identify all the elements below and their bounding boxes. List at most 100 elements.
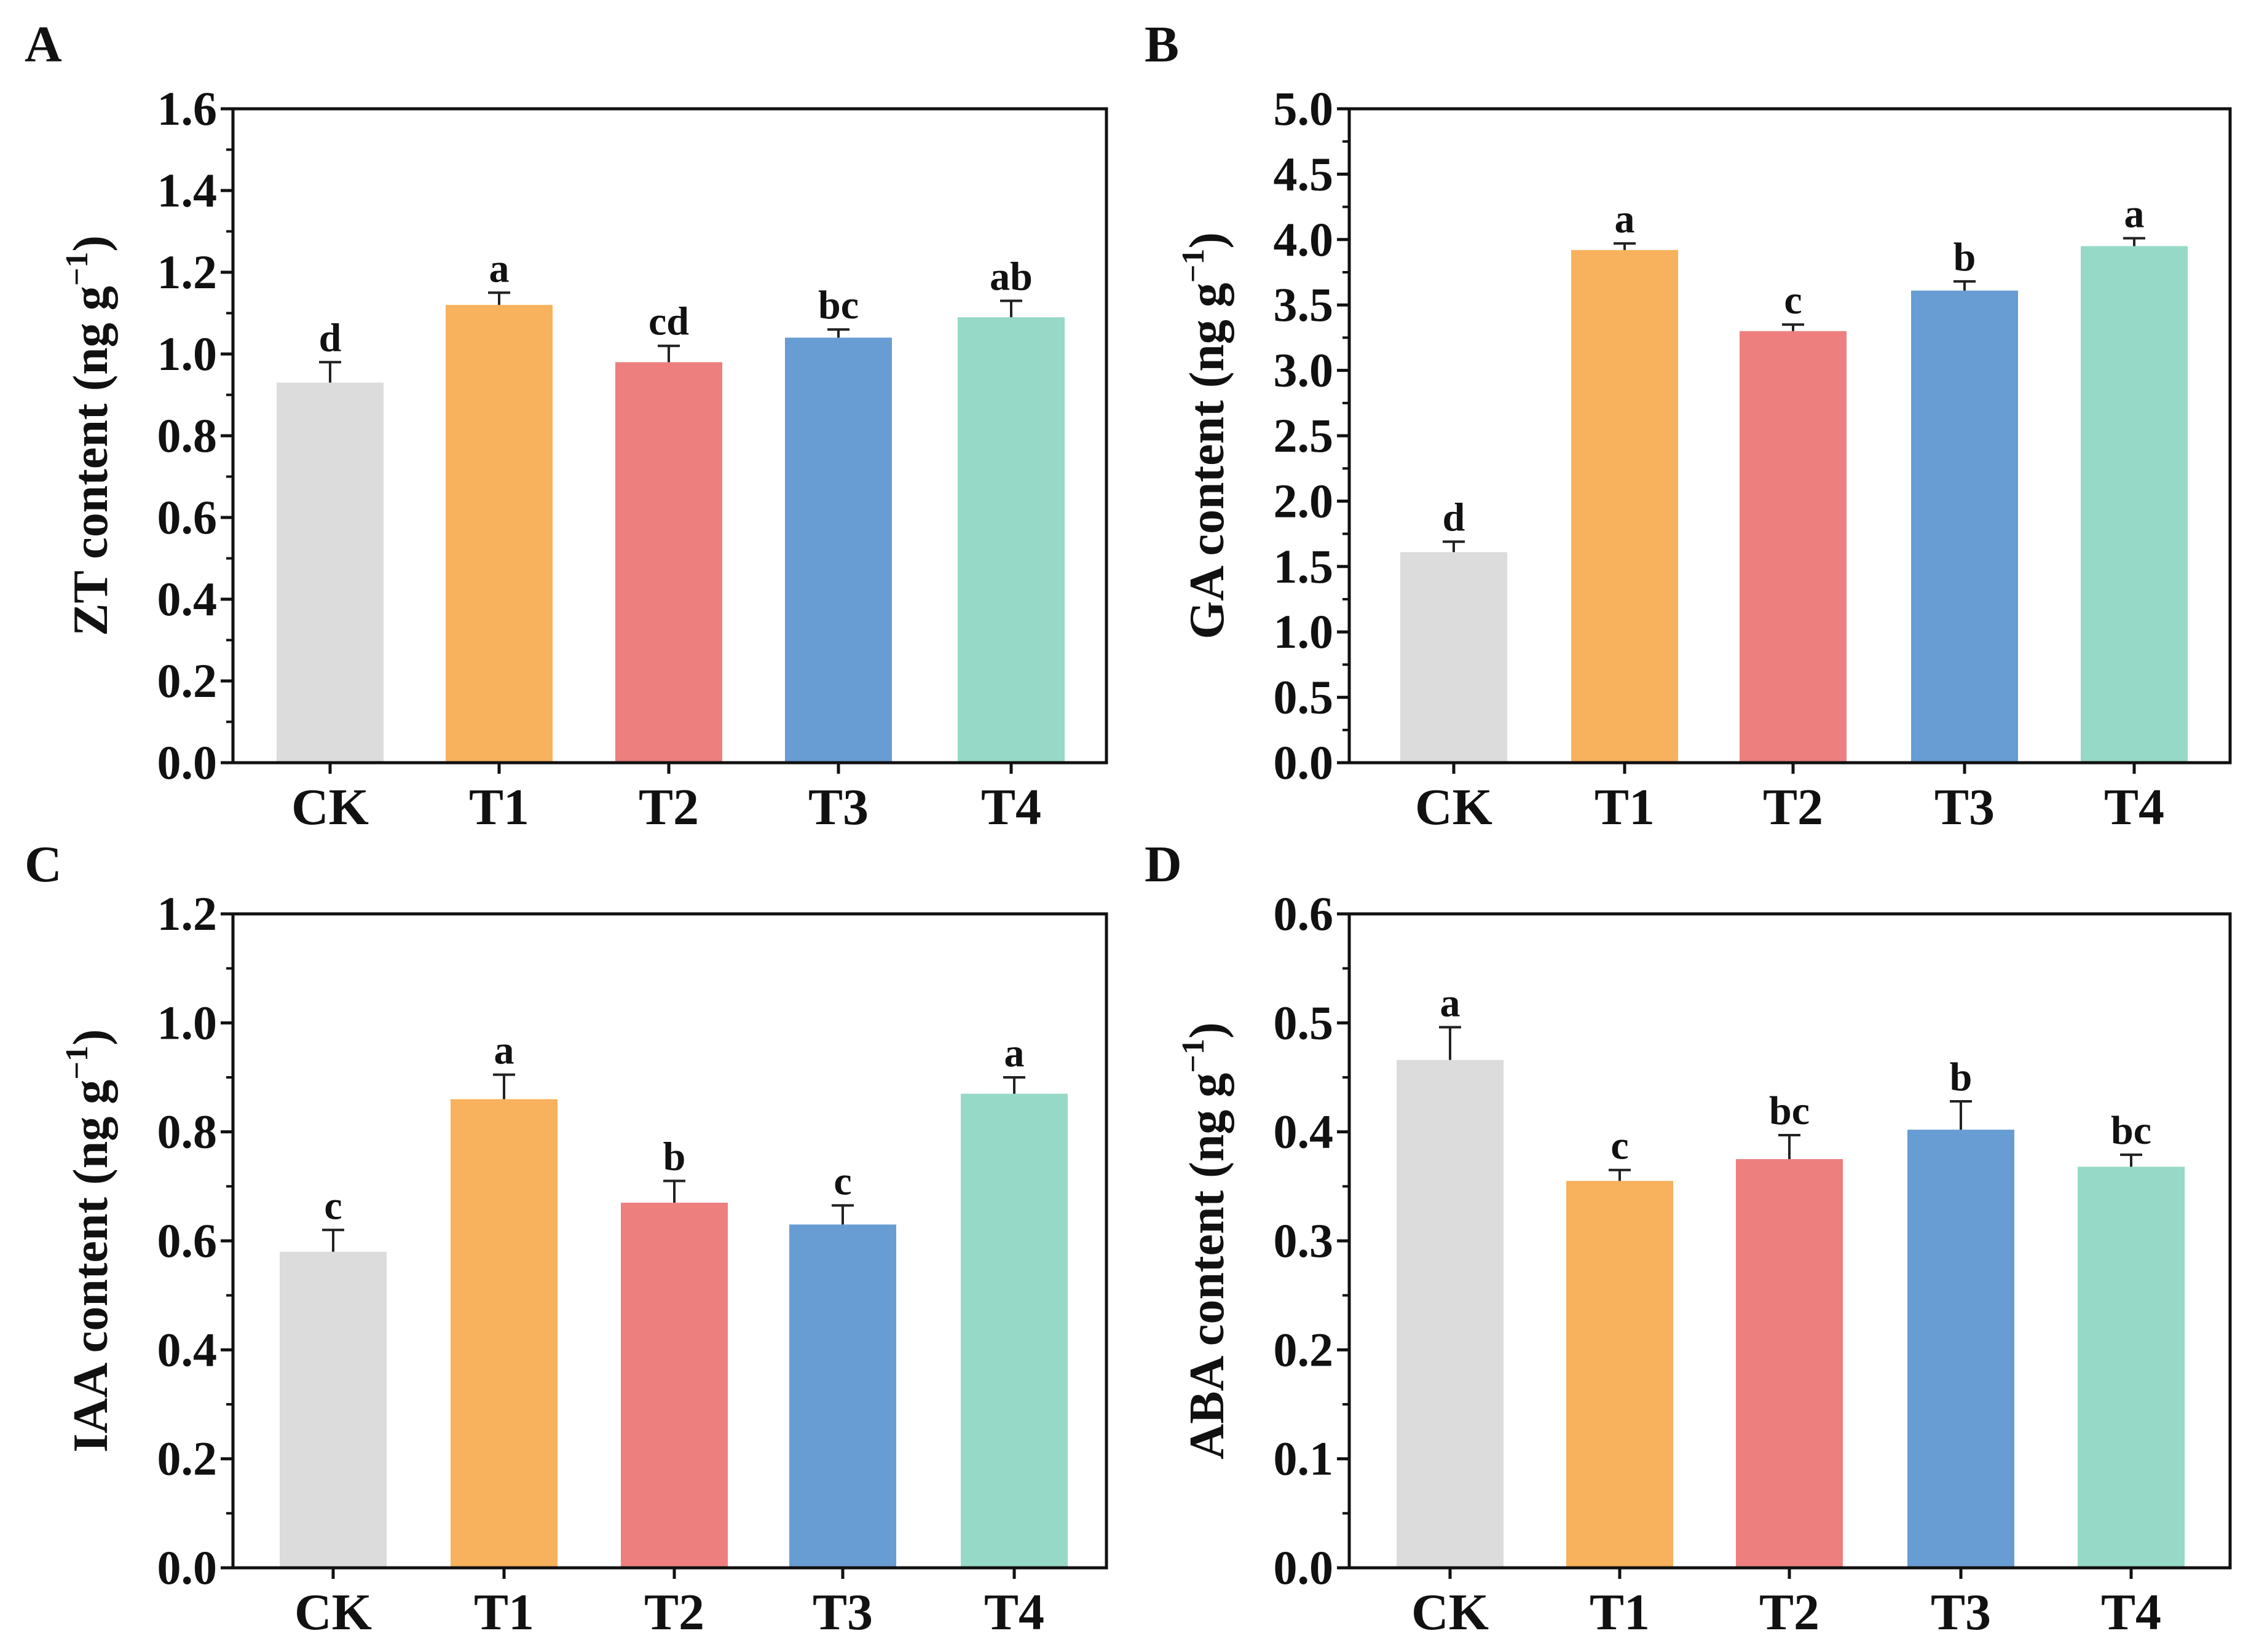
bar-t2 [615, 362, 722, 763]
panel-letter: A [25, 16, 62, 73]
significance-label: cd [648, 299, 689, 344]
y-axis-title: ABA content (ng g−1) [1176, 1022, 1234, 1459]
y-tick-label: 0.4 [157, 572, 218, 626]
panel-letter: C [25, 836, 62, 893]
y-tick-label: 0.0 [1274, 1541, 1334, 1594]
y-tick-label: 0.5 [1274, 996, 1334, 1049]
significance-label: c [834, 1158, 851, 1203]
category-label: T3 [1931, 1584, 1991, 1641]
significance-label: b [1950, 1055, 1973, 1099]
panel-b: Bd CK a T1 c T2 b T3 a T4 0.0 0.5 1.0 1.5 2.0 2.5 3.0 3.5… [1145, 16, 2232, 836]
y-tick-label: 4.0 [1274, 213, 1334, 266]
y-tick-label: 0.2 [1274, 1323, 1334, 1376]
significance-label: b [1953, 235, 1976, 280]
category-label: T2 [1763, 779, 1823, 836]
category-label: T2 [639, 779, 699, 836]
panel-c: Cc CK a T1 b T2 c T3 a T4 0.0 0.2 0.4 0.6 0.8 1.0 1.2 IAA… [25, 836, 1108, 1641]
y-tick-label: 1.2 [157, 245, 218, 299]
significance-label: d [319, 315, 342, 360]
bar-t1 [1566, 1181, 1673, 1568]
y-tick-label: 2.5 [1274, 409, 1334, 462]
y-tick-label: 0.8 [157, 409, 218, 462]
y-tick-label: 3.0 [1274, 344, 1334, 397]
bar-t2 [1740, 331, 1847, 763]
significance-label: a [1440, 980, 1461, 1025]
y-tick-label: 4.5 [1274, 147, 1334, 200]
significance-label: a [2124, 192, 2145, 237]
bar-ck [280, 1251, 387, 1568]
bar-t4 [961, 1093, 1068, 1568]
y-tick-label: 0.2 [157, 654, 218, 707]
y-tick-label: 1.6 [157, 82, 218, 135]
category-label: CK [294, 1584, 372, 1641]
category-label: T3 [1934, 779, 1995, 836]
y-tick-label: 3.5 [1274, 278, 1334, 331]
category-label: CK [291, 779, 369, 836]
y-tick-label: 0.6 [157, 1214, 218, 1267]
y-tick-label: 2.0 [1274, 474, 1334, 527]
bar-t4 [2081, 246, 2188, 763]
y-tick-label: 1.0 [157, 996, 218, 1049]
bar-t4 [958, 317, 1065, 763]
significance-label: ab [990, 254, 1033, 299]
significance-label: d [1443, 495, 1465, 540]
plot-frame [231, 107, 1108, 765]
bar-t3 [785, 337, 892, 763]
category-label: T3 [808, 779, 869, 836]
category-label: T4 [2104, 779, 2164, 836]
y-tick-label: 0.1 [1274, 1432, 1334, 1485]
y-tick-label: 5.0 [1274, 82, 1334, 135]
y-tick-label: 1.4 [157, 163, 218, 217]
significance-label: a [489, 246, 510, 291]
y-tick-label: 0.0 [157, 1541, 218, 1594]
y-tick-label: 0.4 [157, 1323, 218, 1376]
y-tick-label: 0.0 [1274, 736, 1334, 789]
category-label: T4 [984, 1584, 1044, 1641]
significance-label: a [1615, 197, 1635, 242]
category-label: T2 [1759, 1584, 1819, 1641]
category-label: T2 [644, 1584, 704, 1641]
bar-ck [1400, 552, 1507, 763]
y-tick-label: 1.0 [1274, 605, 1334, 658]
bar-t3 [1911, 290, 2018, 763]
bar-ck [1397, 1060, 1504, 1568]
significance-label: bc [818, 283, 859, 328]
y-tick-label: 1.0 [157, 327, 218, 380]
panel-d: Da CK c T1 bc T2 b T3 bc T4 0.0 0.1 0.2 0.3 0.4 0.5 0.6 A… [1145, 836, 2232, 1641]
bar-t4 [2078, 1166, 2185, 1568]
bar-t3 [1907, 1130, 2014, 1568]
bar-ck [277, 382, 384, 763]
y-tick-label: 0.6 [1274, 887, 1334, 940]
category-label: CK [1411, 1584, 1489, 1641]
bar-t2 [621, 1202, 728, 1568]
y-tick-label: 1.5 [1274, 540, 1334, 593]
y-axis-title: IAA content (ng g−1) [60, 1029, 118, 1453]
category-label: T1 [1590, 1584, 1650, 1641]
category-label: T1 [1595, 779, 1655, 836]
y-tick-label: 0.3 [1274, 1214, 1334, 1267]
y-tick-label: 0.5 [1274, 671, 1334, 724]
significance-label: a [494, 1028, 514, 1073]
y-axis-title: GA content (ng g−1) [1176, 232, 1234, 639]
panel-letter: D [1145, 836, 1182, 893]
significance-label: bc [1769, 1088, 1810, 1133]
panel-a: Ad CK a T1 cd T2 bc T3 ab T4 0.0 0.2 0.4 0.6 0.8 1.0 1.2… [25, 16, 1108, 836]
category-label: T4 [981, 779, 1041, 836]
plot-frame [1347, 107, 2232, 765]
significance-label: c [1610, 1123, 1628, 1168]
plot-frame [231, 912, 1108, 1570]
significance-label: b [663, 1134, 686, 1179]
y-tick-label: 0.0 [157, 736, 218, 789]
y-tick-label: 0.6 [157, 490, 218, 544]
category-label: T1 [474, 1584, 534, 1641]
bar-t1 [446, 305, 553, 763]
y-tick-label: 1.2 [157, 887, 218, 940]
bar-t3 [789, 1224, 896, 1568]
category-label: CK [1415, 779, 1492, 836]
significance-label: c [324, 1183, 342, 1228]
y-tick-label: 0.8 [157, 1105, 218, 1158]
significance-label: bc [2111, 1108, 2151, 1153]
bar-t1 [451, 1099, 558, 1568]
category-label: T4 [2101, 1584, 2161, 1641]
